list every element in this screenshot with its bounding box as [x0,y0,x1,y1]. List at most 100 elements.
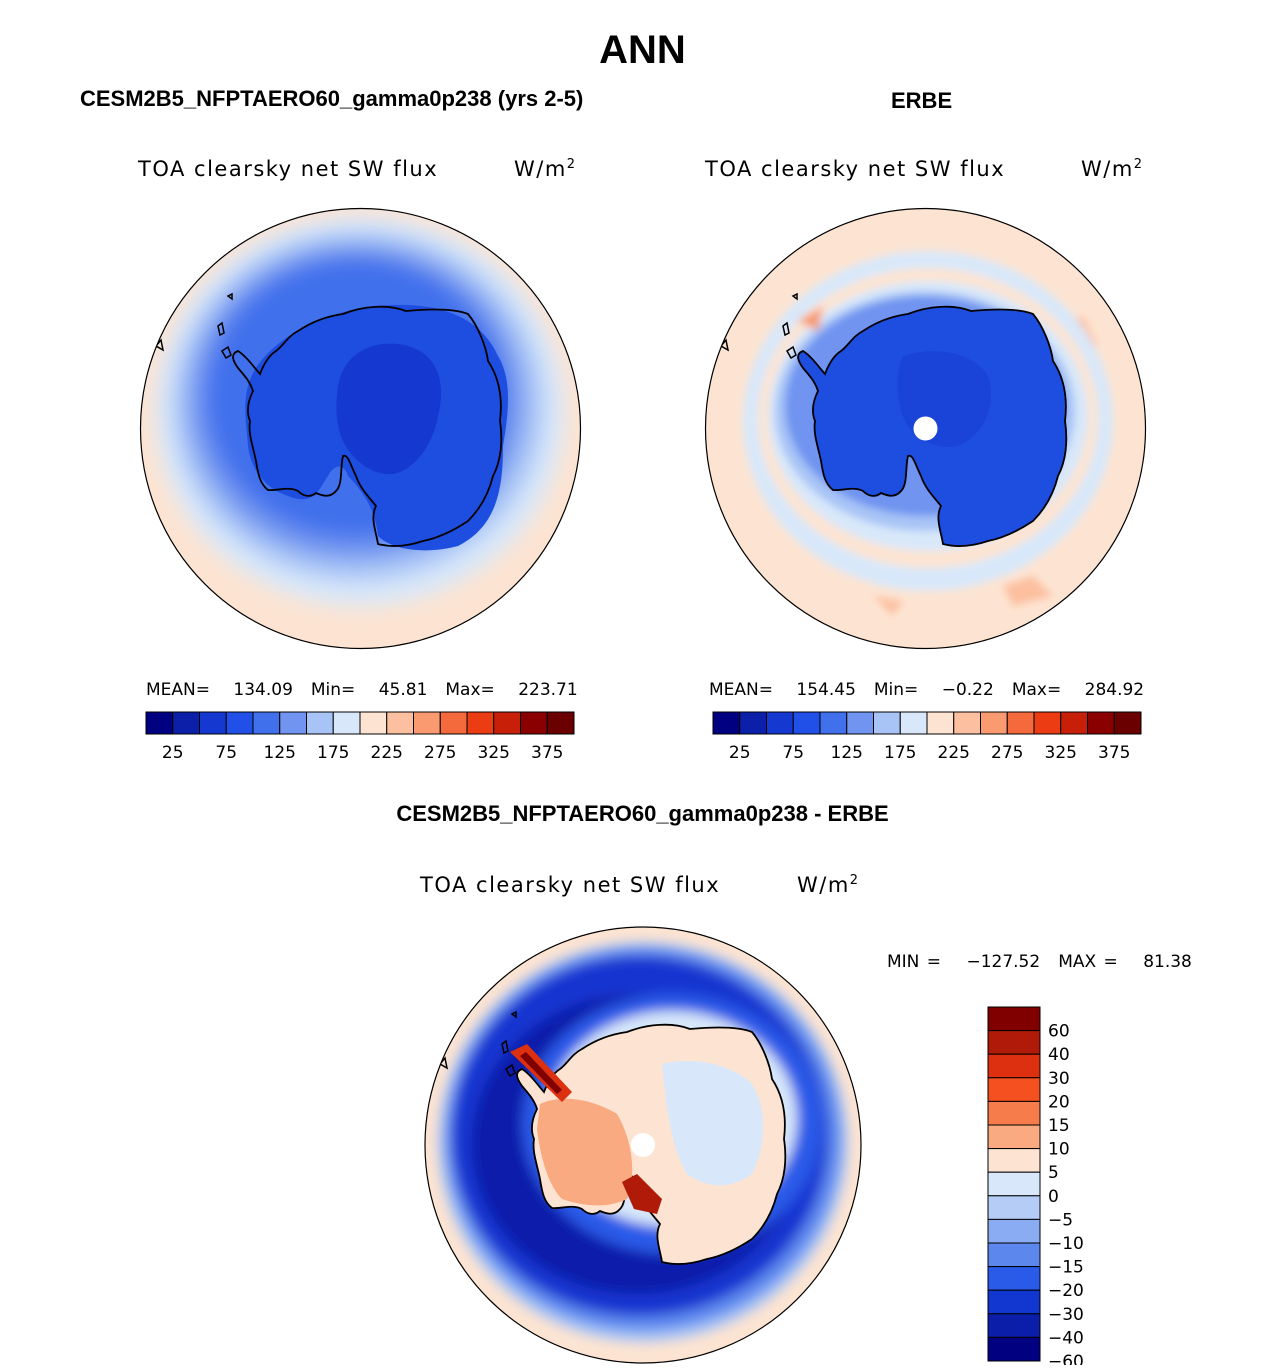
colorbar-tick-label: 125 [264,743,296,763]
obs-variable-title: TOA clearsky net SW flux [705,157,1006,181]
colorbar-swatch [987,1148,1041,1173]
colorbar-swatch [413,711,441,735]
main-title: ANN [599,28,686,72]
colorbar-tick-label: 30 [1048,1069,1070,1089]
colorbar-swatch [987,1218,1041,1244]
diff-units: W/m2 [797,873,860,897]
obs-pole-hole [913,416,938,441]
colorbar-tick-label: 225 [938,743,970,763]
colorbar-tick-label: −15 [1048,1258,1084,1278]
colorbar-tick-label: 375 [531,743,563,763]
colorbar-swatch [520,711,548,735]
colorbar-tick-label: 25 [162,743,184,763]
colorbar-swatch [493,711,521,735]
colorbar-tick-label: 375 [1098,743,1130,763]
colorbar-tick-label: 175 [884,743,916,763]
colorbar-tick-label: −10 [1048,1234,1084,1254]
colorbar-tick-label: 10 [1048,1140,1070,1160]
colorbar-tick-label: 125 [831,743,863,763]
diff-hotspot-south [622,1174,662,1214]
colorbar-swatch [819,711,848,735]
colorbar-swatch [987,1006,1041,1032]
obs-colorbar: 25 75 125 175 225 275 325 375 [712,711,1142,763]
colorbar-swatch [739,711,767,735]
colorbar-swatch [987,1336,1041,1362]
model-coastline [232,305,503,548]
diff-hotspot-peninsula-core [520,1052,562,1094]
model-panel-title: CESM2B5_NFPTAERO60_gamma0p238 (yrs 2-5) [80,86,584,111]
colorbar-swatch [306,711,334,735]
colorbar-tick-label: 325 [478,743,510,763]
colorbar-tick-label: 0 [1048,1187,1059,1207]
colorbar-swatch [439,711,468,735]
colorbar-tick-label: 25 [729,743,751,763]
colorbar-swatch [332,711,361,735]
colorbar-swatch [987,1266,1041,1291]
colorbar-swatch [145,711,174,735]
colorbar-swatch [386,711,414,735]
colorbar-swatch [1060,711,1088,735]
colorbar-tick-label: 225 [371,743,403,763]
colorbar-swatch [792,711,821,735]
diff-stats: MIN = −127.52 MAX = 81.38 [887,952,1192,972]
model-units: W/m2 [514,157,577,181]
diff-contour-neg5c [662,1060,764,1186]
diff-variable-title: TOA clearsky net SW flux [420,873,721,897]
model-islands [154,292,233,360]
colorbar-tick-label: 75 [215,743,237,763]
colorbar-swatch [953,711,981,735]
model-stats: MEAN= 134.09 Min= 45.81 Max= 223.71 [146,680,578,700]
colorbar-tick-label: −20 [1048,1281,1084,1301]
colorbar-swatch [1006,711,1035,735]
obs-polar-map [704,207,1147,650]
colorbar-swatch [279,711,307,735]
colorbar-swatch [899,711,928,735]
colorbar-swatch [873,711,901,735]
colorbar-swatch [987,1171,1041,1197]
colorbar-swatch [359,711,388,735]
colorbar-swatch [1087,711,1115,735]
colorbar-swatch [987,1030,1041,1055]
obs-islands [719,292,798,360]
colorbar-swatch [252,711,281,735]
colorbar-tick-label: 325 [1045,743,1077,763]
colorbar-tick-label: 175 [317,743,349,763]
diff-pole-hole [631,1133,655,1157]
colorbar-swatch [987,1242,1041,1268]
colorbar-tick-label: 275 [991,743,1023,763]
colorbar-tick-label: 275 [424,743,456,763]
colorbar-swatch [225,711,254,735]
colorbar-swatch [172,711,200,735]
colorbar-tick-label: −5 [1048,1210,1073,1230]
colorbar-swatch [1033,711,1062,735]
colorbar-swatch [466,711,495,735]
colorbar-swatch [987,1195,1041,1220]
colorbar-swatch [712,711,741,735]
model-map-border [139,207,582,650]
colorbar-swatch [1113,711,1142,735]
colorbar-tick-label: −60 [1048,1352,1084,1365]
colorbar-swatch [766,711,794,735]
colorbar-tick-label: −30 [1048,1305,1084,1325]
colorbar-swatch [980,711,1008,735]
colorbar-tick-label: 15 [1048,1116,1070,1136]
model-polar-map [139,207,582,650]
obs-stats: MEAN= 154.45 Min= −0.22 Max= 284.92 [709,680,1145,700]
colorbar-swatch [987,1100,1041,1126]
model-contour-75 [336,343,442,475]
diff-colorbar: 60 40 30 20 15 10 5 0 −5 −10 −15 −20 −30 −40 −60 [987,1006,1084,1365]
diff-contour-10 [537,1098,633,1206]
colorbar-swatch [987,1289,1041,1315]
colorbar-tick-label: 5 [1048,1163,1059,1183]
colorbar-swatch [987,1077,1041,1102]
colorbar-swatch [846,711,874,735]
diff-panel-title: CESM2B5_NFPTAERO60_gamma0p238 - ERBE [396,801,889,826]
diff-map-border [424,926,862,1364]
model-variable-title: TOA clearsky net SW flux [138,157,439,181]
colorbar-tick-label: 40 [1048,1045,1070,1065]
colorbar-swatch [987,1053,1041,1079]
colorbar-swatch [987,1124,1041,1150]
colorbar-tick-label: 75 [782,743,804,763]
colorbar-tick-label: 20 [1048,1092,1070,1112]
obs-map-border [704,207,1147,650]
